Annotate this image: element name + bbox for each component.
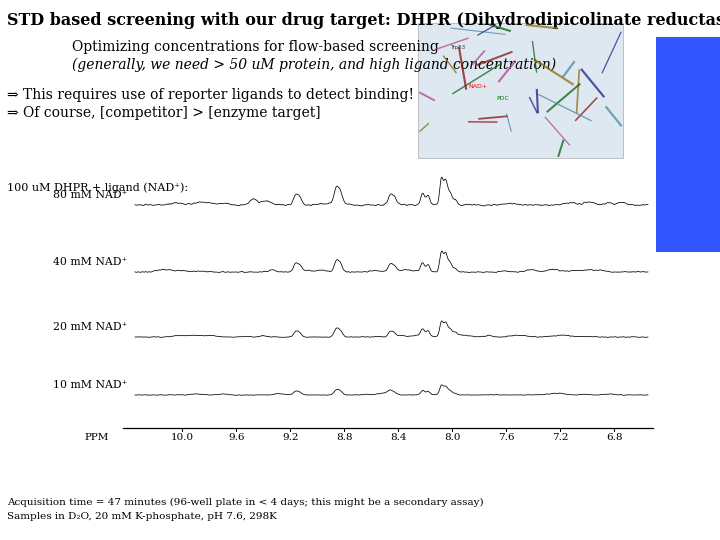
Text: Samples in D₂O, 20 mM K-phosphate, pH 7.6, 298K: Samples in D₂O, 20 mM K-phosphate, pH 7.…	[7, 512, 277, 521]
Bar	[656, 37, 720, 252]
Text: 8.0: 8.0	[444, 433, 461, 442]
Text: 7.2: 7.2	[552, 433, 569, 442]
Text: 8.8: 8.8	[336, 433, 353, 442]
Text: 40 mM NAD⁺: 40 mM NAD⁺	[53, 257, 127, 267]
Text: 100 uM DHPR + ligand (NAD⁺):: 100 uM DHPR + ligand (NAD⁺):	[7, 182, 188, 193]
Text: Optimizing concentrations for flow-based screening: Optimizing concentrations for flow-based…	[72, 40, 439, 54]
Text: NAD+: NAD+	[469, 84, 487, 89]
Text: 7.6: 7.6	[498, 433, 515, 442]
Text: PPM: PPM	[85, 433, 109, 442]
Text: (generally, we need > 50 uM protein, and high ligand concentration): (generally, we need > 50 uM protein, and…	[72, 58, 556, 72]
Text: Acquisition time = 47 minutes (96-well plate in < 4 days; this might be a second: Acquisition time = 47 minutes (96-well p…	[7, 498, 484, 507]
Text: 10.0: 10.0	[171, 433, 194, 442]
Text: 80 mM NAD⁺: 80 mM NAD⁺	[53, 190, 127, 200]
Text: PDC: PDC	[497, 96, 510, 100]
Text: ⇒ Of course, [competitor] > [enzyme target]: ⇒ Of course, [competitor] > [enzyme targ…	[7, 106, 320, 120]
Bar	[418, 23, 623, 158]
Text: Trp53: Trp53	[451, 45, 466, 51]
Text: 10 mM NAD⁺: 10 mM NAD⁺	[53, 380, 127, 390]
Text: 20 mM NAD⁺: 20 mM NAD⁺	[53, 322, 127, 332]
Text: STD based screening with our drug target: DHPR (Dihydrodipicolinate reductase): STD based screening with our drug target…	[7, 12, 720, 29]
Text: 9.6: 9.6	[228, 433, 245, 442]
Text: 6.8: 6.8	[606, 433, 623, 442]
Text: 9.2: 9.2	[282, 433, 299, 442]
Text: ⇒ This requires use of reporter ligands to detect binding!: ⇒ This requires use of reporter ligands …	[7, 88, 414, 102]
Text: 8.4: 8.4	[390, 433, 407, 442]
